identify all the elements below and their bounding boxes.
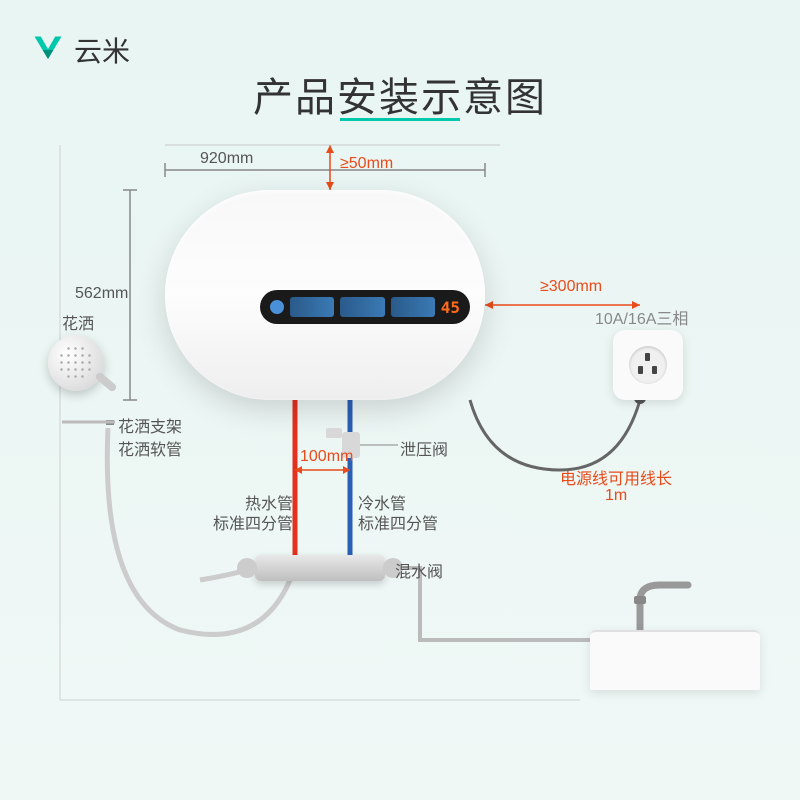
- label-width: 920mm: [200, 150, 253, 168]
- label-height: 562mm: [75, 285, 128, 303]
- label-mixer: 混水阀: [395, 558, 443, 582]
- label-shower-head: 花洒: [62, 310, 94, 334]
- panel-temperature: 45: [441, 298, 460, 317]
- label-cable-l2: 1m: [605, 487, 627, 505]
- outlet-socket-icon: [629, 346, 667, 384]
- label-relief-valve: 泄压阀: [400, 436, 448, 460]
- label-pipe-spacing: 100mm: [300, 448, 353, 466]
- power-outlet: [613, 330, 683, 400]
- panel-segment: [340, 297, 384, 317]
- sink: [590, 630, 760, 690]
- mixer-valve: [255, 555, 385, 581]
- label-shower-hose: 花洒软管: [118, 436, 182, 460]
- panel-segment: [290, 297, 334, 317]
- panel-logo-icon: [270, 300, 284, 314]
- label-right-clearance: ≥300mm: [540, 278, 602, 296]
- panel-segment: [391, 297, 435, 317]
- label-cable-l1: 电源线可用线长: [560, 465, 672, 489]
- shower-head: [48, 335, 104, 391]
- heater-display-panel: 45: [260, 290, 470, 324]
- label-cold-pipe-l2: 标准四分管: [358, 510, 438, 534]
- label-outlet-spec: 10A/16A三相: [595, 305, 688, 329]
- label-top-clearance: ≥50mm: [340, 155, 393, 173]
- label-hot-pipe-l2: 标准四分管: [205, 510, 293, 534]
- label-shower-bracket: 花洒支架: [118, 413, 182, 437]
